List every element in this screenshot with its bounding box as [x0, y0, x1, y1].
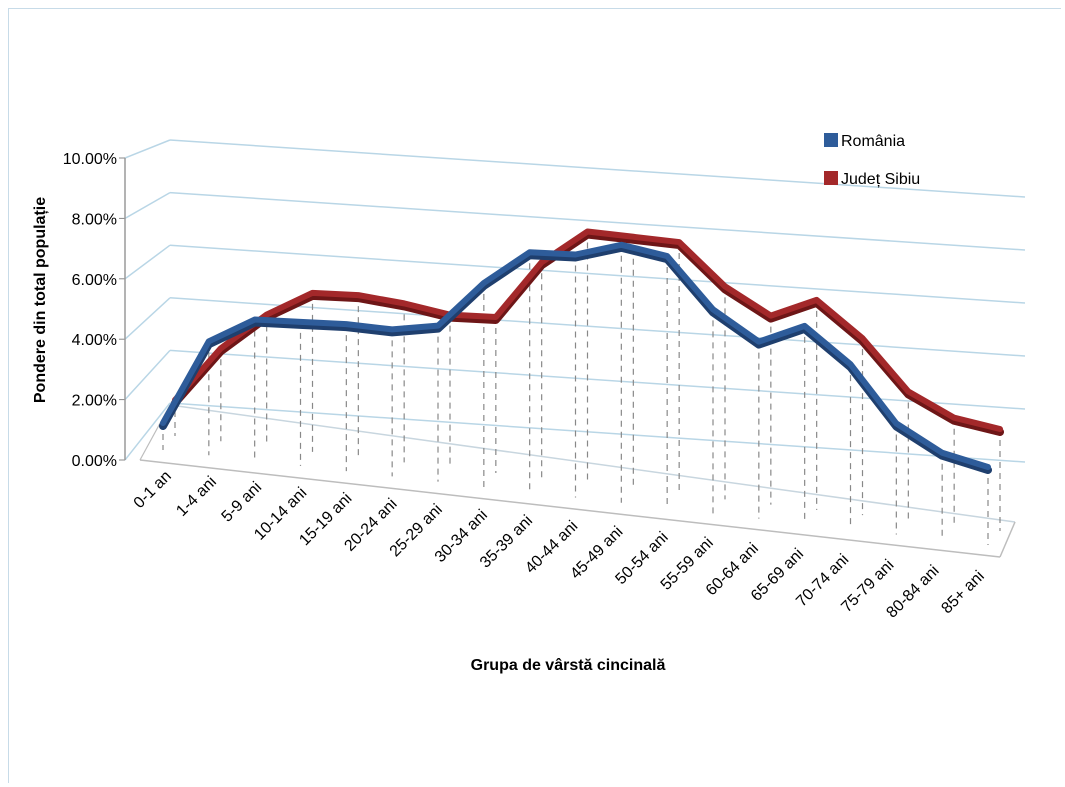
chart-frame [8, 8, 1061, 783]
legend-entry: Județ Sibiu [841, 171, 920, 188]
y-axis: 0.00% 2.00% 4.00% 6.00% 8.00% 10.00% [63, 151, 126, 470]
y-axis-title: Pondere din total populație [32, 197, 49, 403]
x-tick-label: 0-1 an [131, 468, 175, 512]
gridline [169, 139, 1026, 198]
x-tick-label: 85+ ani [938, 568, 987, 617]
y-tick-label: 0.00% [72, 453, 117, 470]
y-tick-label: 8.00% [72, 211, 117, 228]
y-tick-label: 4.00% [72, 332, 117, 349]
gridline-side [124, 402, 171, 461]
legend: România Județ Sibiu [824, 133, 920, 188]
gridline [169, 402, 1026, 463]
gridline-side [124, 349, 171, 401]
floor-front-edge [139, 459, 1001, 558]
legend-entry: România [841, 133, 905, 150]
grid-lines [124, 139, 1026, 463]
gridline-side [124, 297, 171, 340]
gridline-side [124, 244, 171, 280]
x-tick-label: 5-9 ani [219, 479, 266, 526]
floor-back-edge [169, 404, 1016, 523]
y-tick-label: 6.00% [72, 272, 117, 289]
gridline [169, 244, 1026, 304]
floor-right-edge [999, 521, 1016, 558]
legend-swatch [824, 133, 838, 147]
x-tick-label: 1-4 ani [173, 473, 220, 520]
y-tick-label: 10.00% [63, 151, 117, 168]
series-group [159, 228, 1004, 474]
legend-swatch [824, 171, 838, 185]
gridline [169, 191, 1026, 251]
gridline-side [124, 191, 171, 220]
y-tick-label: 2.00% [72, 393, 117, 410]
x-axis-title: Grupa de vârstă cincinală [471, 657, 666, 674]
gridline-side [124, 139, 171, 159]
